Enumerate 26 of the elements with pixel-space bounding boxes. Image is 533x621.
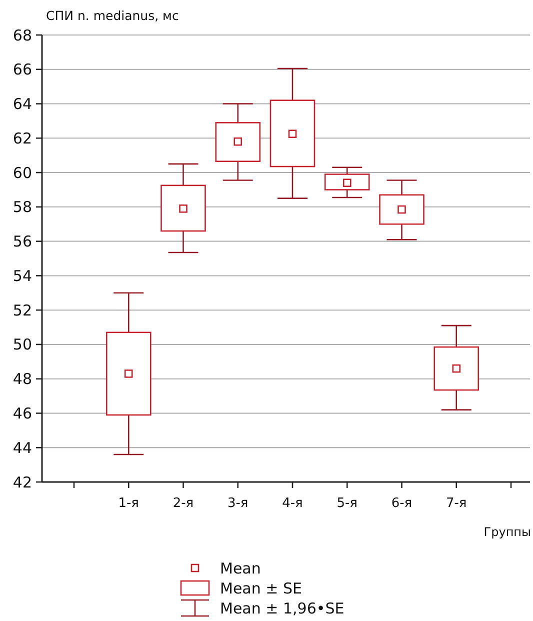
y-tick-label: 50 xyxy=(12,336,32,354)
text: Mean ± SE xyxy=(220,579,302,598)
y-tick-label: 60 xyxy=(12,164,32,182)
x-axis-title: Группы xyxy=(484,525,531,539)
y-tick-label: 48 xyxy=(12,370,32,388)
text: Mean xyxy=(220,559,261,578)
y-tick-label: 52 xyxy=(12,301,32,320)
y-tick-label: 46 xyxy=(12,404,32,422)
x-tick-label: 7-я xyxy=(446,496,467,511)
y-axis-title: СПИ n. medianus, мс xyxy=(46,8,179,23)
y-tick-label: 44 xyxy=(12,438,32,457)
x-tick-label: 5-я xyxy=(336,496,358,511)
x-tick-label: 2-я xyxy=(172,496,194,511)
y-tick-label: 58 xyxy=(12,198,32,216)
y-tick-label: 68 xyxy=(12,26,32,44)
text: Mean ± 1,96•SE xyxy=(220,599,344,618)
y-tick-label: 62 xyxy=(12,129,32,148)
y-tick-label: 66 xyxy=(12,60,32,79)
y-tick-label: 42 xyxy=(12,473,32,492)
y-tick-label: 54 xyxy=(12,266,32,285)
x-tick-label: 3-я xyxy=(227,496,248,511)
x-tick-label: 6-я xyxy=(391,496,412,511)
y-tick-label: 56 xyxy=(12,232,32,251)
y-tick-label: 64 xyxy=(12,95,32,114)
x-tick-label: 1-я xyxy=(118,496,140,511)
x-tick-label: 4-я xyxy=(282,496,303,511)
